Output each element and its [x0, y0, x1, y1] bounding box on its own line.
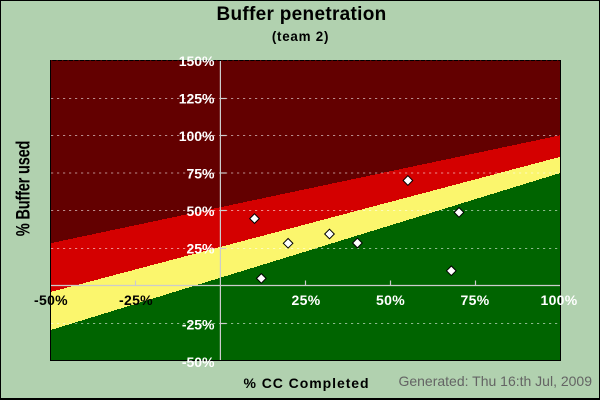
svg-text:25%: 25%: [292, 292, 321, 308]
svg-text:Buffer penetration: Buffer penetration: [216, 4, 386, 25]
svg-text:% CC Completed: % CC Completed: [243, 375, 369, 391]
svg-text:-25%: -25%: [182, 317, 215, 333]
svg-text:50%: 50%: [186, 203, 215, 219]
svg-text:75%: 75%: [461, 292, 490, 308]
svg-text:Generated: Thu 16:th Jul, 2009: Generated: Thu 16:th Jul, 2009: [398, 373, 592, 389]
svg-text:-50%: -50%: [182, 354, 215, 370]
svg-text:75%: 75%: [186, 166, 215, 182]
svg-text:(team 2): (team 2): [272, 29, 329, 44]
svg-text:-25%: -25%: [119, 292, 153, 308]
svg-text:50%: 50%: [376, 292, 405, 308]
svg-text:100%: 100%: [179, 128, 215, 144]
svg-text:125%: 125%: [179, 91, 215, 107]
svg-text:150%: 150%: [179, 53, 215, 69]
svg-text:25%: 25%: [186, 241, 215, 257]
svg-text:100%: 100%: [540, 292, 577, 308]
svg-text:-50%: -50%: [34, 292, 68, 308]
svg-text:% Buffer used: % Buffer used: [11, 141, 34, 236]
